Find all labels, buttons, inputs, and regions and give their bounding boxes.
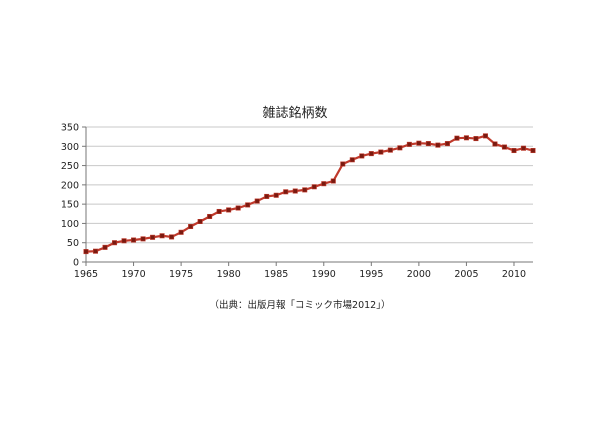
data-point-1975 — [178, 229, 184, 235]
data-point-1992 — [340, 161, 346, 167]
data-point-2005 — [463, 135, 469, 141]
x-axis-tick-labels: 1965 1970 1975 1980 1985 1990 1995 2000 2005 2010 — [74, 269, 526, 280]
x-tick-label: 1985 — [264, 269, 288, 280]
data-point-1979 — [216, 208, 222, 214]
data-point-1987 — [292, 188, 298, 194]
axes — [82, 126, 533, 266]
data-point-1981 — [235, 205, 241, 211]
data-point-1985 — [273, 192, 279, 198]
data-point-1976 — [188, 224, 194, 230]
x-tick-label: 2010 — [502, 269, 526, 280]
data-point-1965 — [83, 249, 89, 255]
data-point-1998 — [397, 145, 403, 151]
y-tick-label: 300 — [61, 142, 79, 153]
data-point-1990 — [321, 181, 327, 187]
data-point-2000 — [416, 140, 422, 146]
y-tick-label: 250 — [61, 161, 79, 172]
data-point-1999 — [406, 141, 412, 147]
x-tick-label: 2000 — [407, 269, 431, 280]
data-point-2012 — [530, 148, 536, 154]
data-point-1971 — [140, 236, 146, 242]
data-point-1983 — [254, 198, 260, 204]
data-point-2003 — [444, 141, 450, 147]
series-line — [85, 134, 534, 253]
data-point-1997 — [387, 147, 393, 153]
data-point-2001 — [425, 141, 431, 147]
data-point-1974 — [169, 234, 175, 240]
data-point-1972 — [150, 234, 156, 240]
data-point-1967 — [102, 244, 108, 250]
data-point-1970 — [131, 237, 137, 243]
data-point-1986 — [283, 189, 289, 195]
y-tick-label: 100 — [61, 219, 79, 230]
data-point-1994 — [359, 153, 365, 159]
data-point-1995 — [368, 151, 374, 157]
y-tick-label: 200 — [61, 180, 79, 191]
data-point-1991 — [330, 178, 336, 184]
data-point-1984 — [264, 193, 270, 199]
x-tick-label: 1990 — [312, 269, 336, 280]
series-layer — [83, 133, 536, 255]
data-point-1978 — [207, 213, 213, 219]
data-point-2004 — [454, 135, 460, 141]
data-point-1980 — [226, 207, 232, 213]
data-point-1993 — [349, 157, 355, 163]
x-tick-label: 1975 — [169, 269, 193, 280]
x-tick-label: 2005 — [454, 269, 478, 280]
x-tick-label: 1980 — [217, 269, 241, 280]
data-point-2011 — [520, 145, 526, 151]
data-point-1973 — [159, 233, 165, 239]
source-caption: （出典：出版月報「コミック市場2012」） — [210, 299, 391, 311]
chart-title: 雑誌銘柄数 — [262, 105, 327, 121]
data-point-1969 — [121, 238, 127, 244]
data-point-1977 — [197, 219, 203, 225]
y-axis-tick-labels: 0 50 100 150 200 250 300 350 — [61, 123, 79, 269]
y-tick-label: 0 — [73, 258, 79, 269]
y-tick-label: 50 — [67, 238, 79, 249]
data-point-1966 — [93, 248, 99, 254]
x-tick-label: 1995 — [359, 269, 383, 280]
x-tick-label: 1965 — [74, 269, 98, 280]
data-point-1996 — [378, 149, 384, 155]
data-point-1988 — [302, 187, 308, 193]
data-point-1968 — [112, 240, 118, 246]
data-point-2002 — [435, 142, 441, 148]
data-point-2009 — [501, 144, 507, 150]
data-point-2006 — [473, 136, 479, 142]
data-point-2007 — [482, 133, 488, 139]
data-point-1982 — [245, 202, 251, 208]
x-tick-label: 1970 — [121, 269, 145, 280]
data-point-2010 — [511, 148, 517, 154]
grid-lines — [86, 126, 533, 263]
data-point-2008 — [492, 141, 498, 147]
y-tick-label: 150 — [61, 200, 79, 211]
y-tick-label: 350 — [61, 123, 79, 134]
data-point-1989 — [311, 184, 317, 190]
